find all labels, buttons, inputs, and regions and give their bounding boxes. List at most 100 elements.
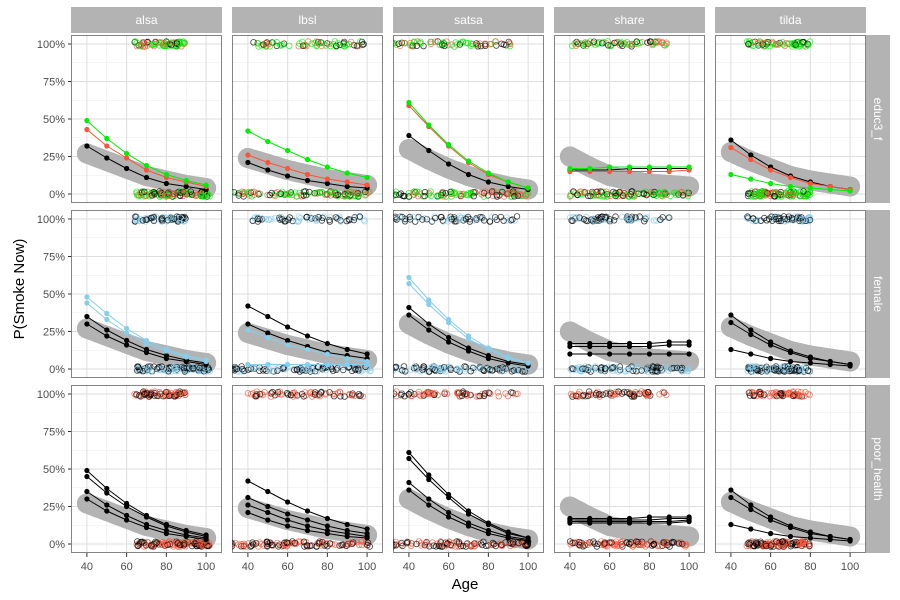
observation-point bbox=[771, 193, 779, 200]
observation-point bbox=[335, 365, 343, 372]
observation-point bbox=[158, 191, 166, 198]
observation-point bbox=[619, 192, 627, 199]
observation-point bbox=[292, 391, 299, 399]
observation-point bbox=[132, 217, 139, 224]
observation-point bbox=[661, 363, 669, 370]
observation-point bbox=[576, 214, 583, 221]
observation-point bbox=[132, 392, 140, 399]
observation-point bbox=[664, 364, 671, 371]
observation-point bbox=[180, 364, 187, 372]
observation-point bbox=[396, 215, 404, 222]
observation-point bbox=[341, 42, 349, 50]
observation-point bbox=[407, 366, 415, 373]
model-point bbox=[827, 186, 833, 193]
observation-point bbox=[496, 363, 503, 371]
observation-point bbox=[776, 39, 783, 47]
observation-point bbox=[509, 540, 517, 547]
model-point bbox=[344, 183, 350, 190]
model-point bbox=[686, 164, 692, 170]
observation-point bbox=[467, 541, 474, 549]
observation-point bbox=[473, 216, 480, 223]
model-point bbox=[285, 499, 291, 505]
observation-point bbox=[755, 40, 762, 47]
model-point bbox=[285, 324, 291, 330]
observation-point bbox=[174, 540, 181, 547]
y-tick-label: 100% bbox=[37, 389, 65, 401]
model-point bbox=[426, 321, 432, 327]
observation-point bbox=[251, 191, 258, 198]
observation-point bbox=[267, 393, 275, 400]
observation-point bbox=[273, 42, 280, 50]
observation-point bbox=[427, 38, 434, 46]
observation-point bbox=[614, 39, 621, 46]
observation-point bbox=[343, 189, 350, 196]
model-point bbox=[847, 363, 853, 369]
model-point bbox=[646, 168, 653, 175]
panel-share-poor_health bbox=[554, 385, 705, 553]
observation-point bbox=[407, 389, 414, 396]
observation-point bbox=[284, 389, 291, 397]
observation-point bbox=[343, 41, 351, 48]
observation-point bbox=[133, 391, 140, 398]
observation-point bbox=[143, 390, 151, 397]
observation-point bbox=[486, 218, 494, 225]
model-point bbox=[84, 143, 90, 149]
observation-point bbox=[765, 215, 773, 222]
row-strip-educ3_f bbox=[866, 35, 890, 203]
x-tick-label: 40 bbox=[725, 561, 737, 573]
observation-point bbox=[247, 189, 255, 196]
model-point bbox=[143, 167, 150, 173]
observation-point bbox=[318, 189, 325, 196]
band-bead bbox=[840, 526, 861, 547]
observation-point bbox=[659, 388, 666, 396]
model-point bbox=[163, 171, 169, 178]
model-point bbox=[124, 512, 130, 519]
model-point bbox=[646, 351, 653, 357]
model-point bbox=[728, 494, 734, 501]
observation-point bbox=[442, 543, 449, 550]
model-point bbox=[265, 517, 271, 523]
observation-point bbox=[453, 365, 461, 372]
observation-point bbox=[401, 192, 408, 200]
model-point bbox=[607, 168, 613, 175]
observation-point bbox=[236, 190, 244, 197]
observation-point bbox=[153, 539, 161, 546]
model-point bbox=[446, 514, 452, 520]
model-point bbox=[245, 152, 251, 158]
model-point bbox=[143, 514, 150, 520]
model-point bbox=[787, 349, 794, 356]
model-point bbox=[748, 327, 754, 333]
observation-point bbox=[309, 390, 316, 398]
observation-point bbox=[144, 365, 152, 373]
model-point bbox=[124, 517, 130, 523]
observation-point bbox=[581, 188, 588, 196]
observation-point bbox=[351, 392, 358, 399]
observation-point bbox=[396, 191, 403, 198]
observation-point bbox=[781, 215, 789, 223]
panel-satsa-female bbox=[393, 210, 544, 378]
observation-point bbox=[149, 543, 157, 550]
observation-point bbox=[321, 191, 329, 198]
observation-point bbox=[495, 393, 502, 400]
observation-point bbox=[616, 366, 623, 373]
observation-point bbox=[654, 368, 661, 375]
observation-point bbox=[489, 213, 496, 220]
observation-point bbox=[187, 188, 194, 195]
model-point bbox=[446, 339, 452, 345]
panel-border bbox=[554, 210, 705, 378]
observation-point bbox=[310, 189, 318, 197]
observation-point bbox=[580, 366, 587, 373]
observation-point bbox=[473, 40, 480, 47]
observation-point bbox=[295, 43, 302, 50]
observation-point bbox=[584, 192, 592, 200]
x-tick-label: 80 bbox=[804, 561, 816, 573]
observation-point bbox=[652, 38, 659, 45]
observation-point bbox=[620, 40, 627, 47]
observation-point bbox=[789, 389, 797, 396]
observation-point bbox=[420, 363, 427, 370]
observation-point bbox=[478, 541, 486, 549]
observation-point bbox=[606, 215, 613, 223]
observation-point bbox=[775, 217, 782, 225]
observation-point bbox=[158, 188, 165, 196]
